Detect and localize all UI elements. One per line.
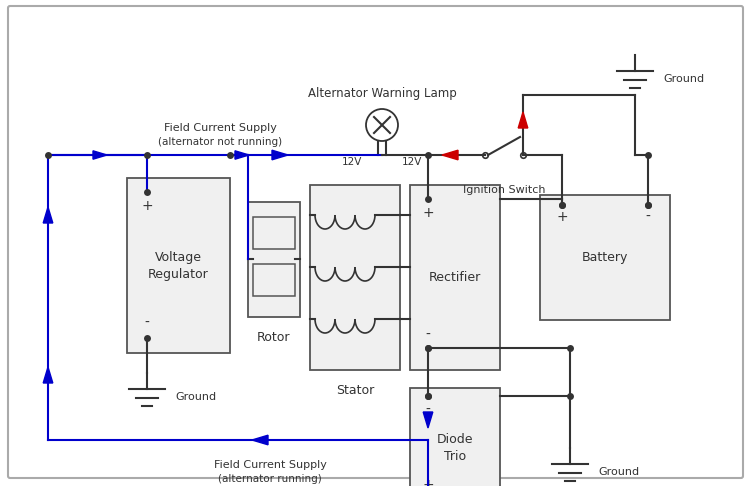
Text: 12V: 12V (402, 157, 422, 167)
Polygon shape (235, 151, 249, 159)
Text: 12V: 12V (342, 157, 362, 167)
Bar (540, 195, 670, 320)
Text: +: + (556, 210, 568, 224)
Text: Diode
Trio: Diode Trio (437, 433, 473, 463)
Text: +: + (141, 199, 152, 213)
Polygon shape (252, 435, 268, 445)
Text: Rectifier: Rectifier (429, 271, 481, 284)
Text: (alternator running): (alternator running) (218, 474, 322, 484)
Text: Alternator Warning Lamp: Alternator Warning Lamp (308, 87, 457, 100)
Text: (alternator not running): (alternator not running) (158, 137, 282, 147)
Polygon shape (44, 367, 53, 383)
Text: Ground: Ground (175, 392, 216, 402)
Bar (410, 388, 500, 486)
Polygon shape (424, 412, 433, 428)
Text: Rotor: Rotor (258, 331, 291, 344)
Text: Voltage
Regulator: Voltage Regulator (148, 250, 209, 280)
Text: Ground: Ground (663, 74, 704, 84)
Polygon shape (44, 207, 53, 223)
Text: -: - (426, 328, 430, 342)
Bar (310, 185, 400, 370)
Text: +: + (422, 206, 434, 220)
Bar (410, 185, 500, 370)
Text: -: - (144, 316, 149, 330)
Text: Field Current Supply: Field Current Supply (213, 460, 327, 470)
Text: -: - (646, 210, 650, 224)
Text: Battery: Battery (582, 251, 628, 264)
Polygon shape (93, 151, 107, 159)
Bar (248, 202, 300, 317)
Bar (253, 264, 295, 296)
Bar (253, 217, 295, 249)
Text: Field Current Supply: Field Current Supply (164, 123, 276, 133)
Text: +: + (422, 478, 434, 486)
Text: Stator: Stator (336, 384, 374, 397)
FancyBboxPatch shape (8, 6, 743, 478)
Text: Ground: Ground (598, 467, 639, 477)
Text: -: - (426, 403, 430, 417)
Bar (127, 178, 230, 353)
Text: Ignition Switch: Ignition Switch (463, 185, 545, 195)
Polygon shape (442, 150, 458, 160)
Polygon shape (272, 150, 288, 160)
Polygon shape (518, 112, 528, 128)
